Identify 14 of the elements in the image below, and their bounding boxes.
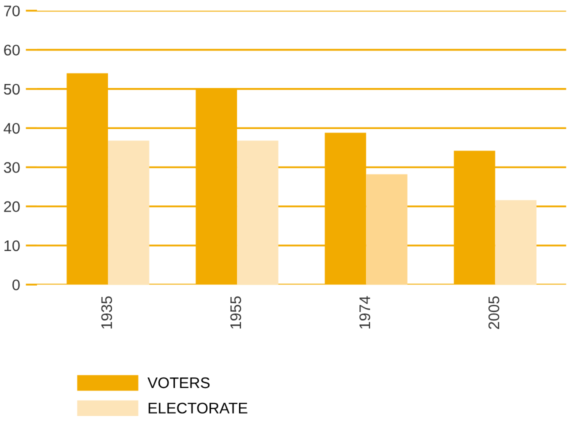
- y-tick-label: 40: [4, 122, 20, 134]
- y-tick-label: 60: [4, 44, 20, 56]
- y-tick-label: 70: [4, 6, 20, 16]
- x-tick-label: 1974: [359, 296, 370, 329]
- x-tick-label: 1955: [230, 296, 242, 329]
- y-tick-label: 0: [12, 279, 20, 290]
- y-tick-label: 50: [4, 84, 20, 95]
- y-tick-label: 20: [4, 201, 20, 212]
- y-tick-label: 30: [4, 162, 20, 173]
- legend-label: ELECTORATE: [148, 402, 248, 414]
- x-tick-label: 2005: [488, 296, 500, 329]
- x-tick-label: 1935: [101, 296, 112, 329]
- legend-label: VOTERS: [148, 377, 210, 388]
- y-tick-label: 10: [4, 240, 20, 252]
